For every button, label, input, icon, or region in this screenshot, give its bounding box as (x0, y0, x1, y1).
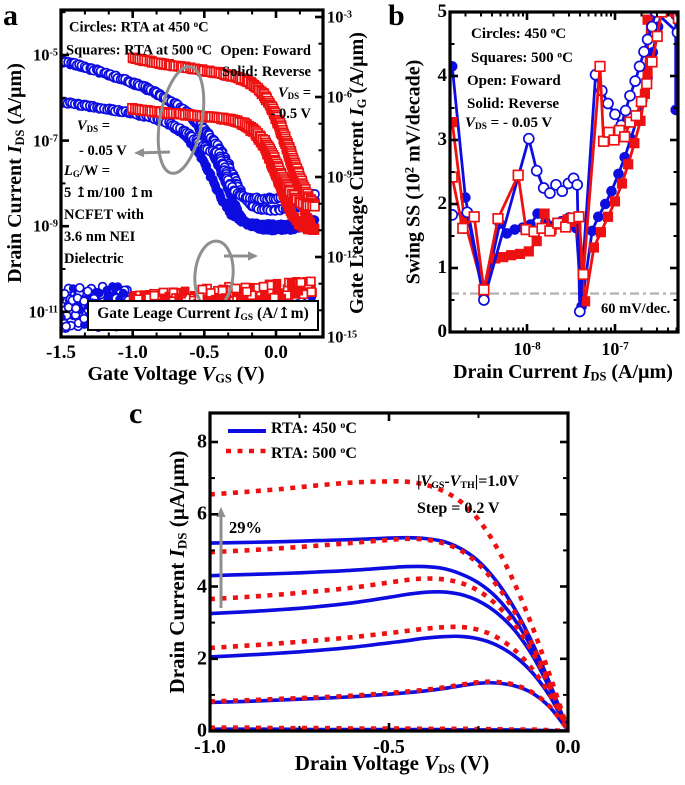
panel-c-ytick: 6 (197, 502, 207, 525)
panel-a-ytick-right: 10-3 (327, 7, 353, 27)
curve-500c-vov-0-2v (210, 679, 568, 731)
ann-squares-500: Squares: RTA at 500 oC (66, 42, 213, 59)
curve-500c-vov-0-6v (210, 576, 568, 731)
panel-c-xtick: 0.0 (555, 736, 581, 758)
series-ids-rta500-vds-0-5v-forward (127, 52, 320, 210)
panel-a-ytick-left: 10-9 (32, 216, 58, 236)
panel-b-series (450, 12, 678, 318)
ann-circles-450: Circles: 450 oC (471, 26, 567, 42)
ellipse-transfer-indicator (156, 65, 206, 175)
curve-450c-vov-1-0v (210, 535, 568, 731)
panel-b-ytick: 4 (437, 65, 448, 87)
ann-60mv: 60 mV/dec. (601, 301, 671, 317)
panel-b-xtick: 10-7 (601, 339, 629, 359)
curve-450c-vov-0-8v (210, 564, 568, 731)
panel-a-xtick: -1.5 (45, 342, 77, 363)
panel-b-letter: b (388, 0, 405, 32)
panel-c-series (210, 479, 568, 731)
ann-circles-450: Circles: RTA at 450 oC (69, 19, 209, 36)
panel-c-xlabel: Drain Voltage VDS (V) (294, 751, 490, 776)
panel-b-ytick: 0 (437, 321, 448, 343)
ann-vds: VDS = - 0.05 V (465, 115, 553, 133)
panel-a-ytick-left: 10-5 (32, 45, 58, 65)
panel-c-plot (208, 411, 570, 733)
ann-step: Step = 0.2 V (417, 500, 500, 517)
series-ss-450c-forward (450, 12, 678, 318)
ann-dims: 5 ↥m/100 ↥m (64, 185, 153, 201)
panel-b-xtick: 10-8 (513, 339, 541, 359)
ann-ncfet: NCFET with (64, 207, 144, 223)
panel-b-ytick: 1 (437, 257, 448, 279)
ann-solid-reverse: Solid: Reverse (222, 64, 311, 80)
panel-a-ytick-right: 10-6 (327, 87, 353, 107)
ann-open-forward: Open: Foward (467, 73, 561, 89)
panel-a-xtick: -1.0 (117, 342, 148, 363)
panel-a-plot (59, 8, 325, 339)
panel-a-ytick-right: 10-15 (327, 327, 358, 347)
ann-vds-05: - 0.5 V (270, 106, 311, 122)
panel-a-ytick-right: 10-12 (327, 247, 358, 267)
ann-nei: 3.6 nm NEI (64, 229, 136, 245)
panel-b-ytick: 3 (437, 129, 448, 151)
legend-450-label: RTA: 450 oC (271, 420, 357, 437)
panel-b-plot (448, 10, 680, 334)
panel-a-ytick-left: 10-7 (32, 131, 58, 151)
panel-a-ytick-right: 10-9 (327, 167, 353, 187)
ann-solid-reverse: Solid: Reverse (467, 96, 560, 112)
panel-c-ytick: 2 (197, 647, 207, 670)
ann-vds2-eq: VDS = (77, 118, 111, 134)
ann-dielectric: Dielectric (64, 251, 124, 267)
panel-c-ytick: 0 (197, 719, 207, 742)
panel-c-letter: c (129, 397, 143, 430)
panel-c-ytick: 8 (197, 430, 207, 453)
panel-b-ylabel: Swing SS (102 mV/decade) (402, 59, 425, 285)
series-ss-500c-forward (450, 12, 678, 296)
ann-29pct: 29% (229, 518, 262, 537)
curve-450c-vov-0-4v (210, 634, 568, 731)
series-ids-rta500-vds-0-05v-forward (127, 102, 320, 212)
ann-vds-eq: VDS = (277, 85, 311, 101)
panel-c-ylabel: Drain Current IDS (µA/µm) (164, 450, 190, 694)
panel-a-letter: a (3, 0, 18, 32)
panel-a-xtick: -0.5 (189, 342, 220, 363)
panel-b-ytick: 2 (437, 193, 448, 215)
curve-500c-vov-0-4v (210, 624, 568, 731)
panel-c-xtick: -1.0 (194, 736, 226, 758)
panel-a-xtick: 0.0 (264, 342, 288, 363)
curve-450c-vov-0-6v (210, 589, 568, 731)
panel-c-ytick: 4 (197, 575, 207, 598)
ann-lgw: LG/W = (64, 163, 111, 179)
panel-a-ylabel-left: Drain Current IDS (A/µm) (4, 63, 27, 283)
ann-squares-500: Squares: 500 oC (471, 50, 573, 66)
panel-b-xlabel: Drain Current IDS (A/µm) (453, 361, 673, 384)
panel-c-xtick: -0.5 (373, 736, 405, 758)
legend-500-label: RTA: 500 oC (271, 445, 357, 462)
panel-a-ytick-left: 10-11 (28, 302, 58, 322)
ann-overdrive: |VGS-VTH|=1.0V (417, 473, 519, 492)
gate-leakage-box-label: Gate Leage Current IGS (A/↥m) (97, 305, 309, 324)
panel-a-xlabel: Gate Voltage VGS (V) (87, 363, 265, 386)
ann-open-forward: Open: Foward (220, 43, 311, 59)
ann-vds-005: - 0.05 V (79, 143, 127, 159)
panel-b-ytick: 5 (437, 1, 448, 23)
